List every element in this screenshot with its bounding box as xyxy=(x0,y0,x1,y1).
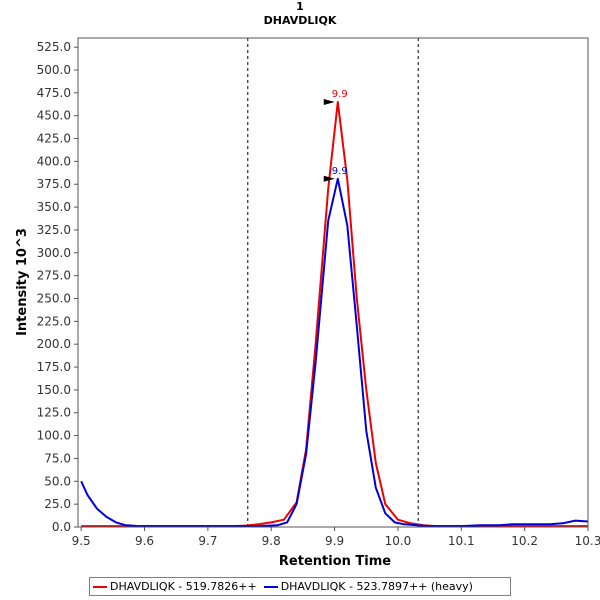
chart-title: 1 xyxy=(296,0,304,13)
legend: DHAVDLIQK - 519.7826++ DHAVDLIQK - 523.7… xyxy=(89,577,511,596)
y-tick-label: 475.0 xyxy=(37,86,71,100)
x-tick-label: 10.0 xyxy=(385,534,412,548)
y-tick-label: 275.0 xyxy=(37,269,71,283)
y-tick-label: 0.0 xyxy=(52,520,71,534)
peak-label-1: 9.9 xyxy=(332,166,348,177)
x-tick-label: 9.5 xyxy=(72,534,91,548)
legend-label-light: DHAVDLIQK - 519.7826++ xyxy=(110,580,257,593)
y-tick-label: 100.0 xyxy=(37,429,71,443)
x-tick-label: 9.7 xyxy=(198,534,217,548)
series-line-1 xyxy=(80,177,589,528)
plot-frame xyxy=(77,37,589,528)
y-tick-label: 200.0 xyxy=(37,337,71,351)
legend-item-light: DHAVDLIQK - 519.7826++ xyxy=(93,580,257,593)
y-tick-label: 75.0 xyxy=(44,451,71,465)
y-tick-label: 250.0 xyxy=(37,291,71,305)
legend-swatch-red xyxy=(93,585,107,588)
chart-subtitle: DHAVDLIQK xyxy=(263,14,337,27)
y-tick-label: 300.0 xyxy=(37,246,71,260)
y-tick-label: 175.0 xyxy=(37,360,71,374)
peak-marker-1 xyxy=(323,175,335,182)
x-axis-label: Retention Time xyxy=(279,554,391,569)
peak-marker-0 xyxy=(323,98,335,105)
y-tick-label: 500.0 xyxy=(37,63,71,77)
x-tick-label: 9.6 xyxy=(135,534,154,548)
y-tick-label: 450.0 xyxy=(37,109,71,123)
y-tick-label: 150.0 xyxy=(37,383,71,397)
y-tick-label: 25.0 xyxy=(44,497,71,511)
peak-label-0: 9.9 xyxy=(332,89,348,100)
y-axis-label: Intensity 10^3 xyxy=(15,228,30,336)
x-tick-label: 10.1 xyxy=(448,534,475,548)
x-tick-label: 10.3 xyxy=(575,534,600,548)
x-tick-label: 10.2 xyxy=(511,534,538,548)
y-tick-label: 225.0 xyxy=(37,314,71,328)
y-tick-label: 425.0 xyxy=(37,132,71,146)
legend-item-heavy: DHAVDLIQK - 523.7897++ (heavy) xyxy=(263,580,473,593)
y-tick-label: 50.0 xyxy=(44,474,71,488)
y-tick-label: 525.0 xyxy=(37,40,71,54)
y-tick-label: 350.0 xyxy=(37,200,71,214)
y-tick-label: 325.0 xyxy=(37,223,71,237)
x-tick-label: 9.9 xyxy=(325,534,344,548)
legend-swatch-blue xyxy=(263,585,278,588)
y-tick-label: 400.0 xyxy=(37,154,71,168)
x-tick-label: 9.8 xyxy=(262,534,281,548)
y-tick-label: 125.0 xyxy=(37,406,71,420)
legend-label-heavy: DHAVDLIQK - 523.7897++ (heavy) xyxy=(280,580,473,593)
y-tick-label: 375.0 xyxy=(37,177,71,191)
